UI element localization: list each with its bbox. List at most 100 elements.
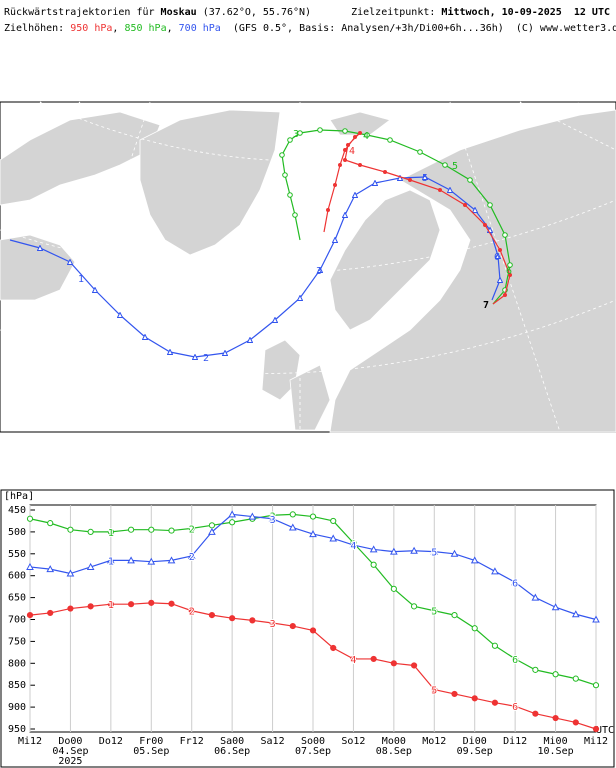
time-zone: UTC [596, 725, 614, 736]
day-label: 6 [512, 702, 518, 713]
x-tick-label: Fr00 [139, 736, 163, 747]
map-day-label: 1 [78, 274, 84, 285]
x-tick-label: Mi12 [18, 736, 42, 747]
point [289, 622, 296, 630]
point [330, 517, 337, 525]
chart-frame [0, 489, 615, 768]
point [248, 512, 257, 520]
point [592, 615, 600, 623]
x-tick-label: Mo12 [422, 736, 446, 747]
y-tick-label: 700 [8, 615, 26, 626]
point [491, 642, 499, 649]
point [390, 585, 397, 592]
point [329, 534, 338, 542]
point [229, 615, 236, 622]
day-label: 5 [431, 686, 437, 697]
y-tick-label: 600 [8, 571, 26, 582]
point [87, 528, 94, 536]
map-day-label: 4 [349, 146, 355, 157]
map-day-label: 4 [363, 131, 369, 142]
point [571, 610, 580, 618]
point [390, 547, 398, 555]
point [107, 556, 115, 564]
point [168, 600, 175, 607]
point [410, 603, 418, 610]
point [268, 514, 277, 522]
y-tick-label: 500 [8, 527, 26, 538]
point [410, 662, 418, 669]
y-tick-label: 900 [8, 702, 26, 713]
point [229, 519, 236, 526]
point [330, 644, 337, 652]
date-label: 07.Sep [295, 746, 331, 757]
point [187, 551, 196, 559]
map-day-label: 5 [452, 161, 458, 172]
day-label: 1 [108, 556, 114, 567]
point [67, 526, 74, 533]
point [350, 655, 357, 663]
header: Rückwärtstrajektorien für Moskau (37.62°… [4, 6, 616, 34]
point [67, 605, 74, 612]
point [551, 603, 560, 611]
y-tick-label: 650 [8, 593, 26, 604]
point [450, 549, 459, 557]
x-tick-label: Di00 [463, 736, 487, 747]
point [148, 599, 155, 606]
point [572, 675, 579, 682]
point [431, 607, 438, 614]
point [491, 567, 499, 575]
map: 7 [0, 101, 616, 433]
map-end-label: 7 [483, 300, 489, 311]
point [86, 562, 95, 570]
point [208, 612, 216, 619]
point [370, 655, 377, 663]
y-tick-label: 850 [8, 680, 26, 691]
point [26, 562, 34, 570]
point [309, 513, 317, 520]
point [532, 666, 539, 673]
point [511, 578, 519, 586]
x-tick-label: So00 [301, 736, 325, 747]
date-label: 04.Sep [52, 746, 88, 757]
point [168, 527, 175, 534]
date-label: 05.Sep [133, 746, 169, 757]
point [451, 690, 458, 698]
x-tick-label: So12 [341, 736, 365, 747]
y-tick-label: 450 [8, 505, 26, 516]
map-day-label: 2 [203, 353, 209, 364]
point [228, 510, 236, 518]
point [87, 603, 94, 610]
date-label: 09.Sep [457, 746, 493, 757]
point [249, 617, 256, 624]
point [470, 556, 479, 564]
point [127, 526, 135, 533]
point [370, 561, 377, 568]
day-label: 1 [108, 528, 114, 539]
levels: Zielhöhen: 950 hPa, 850 hPa, 700 hPa (GF… [4, 23, 616, 34]
year-label: 2025 [58, 756, 82, 767]
point [47, 520, 54, 527]
point [208, 522, 216, 529]
point [592, 682, 600, 689]
day-label: 1 [108, 600, 114, 611]
point [431, 686, 438, 693]
point [148, 526, 155, 533]
x-tick-label: Sa00 [220, 736, 244, 747]
point [592, 725, 600, 733]
point [390, 660, 397, 667]
map-day-label: 6 [494, 252, 500, 263]
y-tick-label: 950 [8, 724, 26, 735]
point [491, 699, 499, 706]
day-label: 4 [350, 541, 356, 552]
day-label: 5 [431, 607, 437, 618]
x-tick-label: Sa12 [261, 736, 285, 747]
point [289, 511, 296, 518]
point [127, 556, 135, 564]
point [309, 627, 317, 634]
point [26, 515, 34, 522]
point [66, 569, 75, 577]
date-label: 08.Sep [376, 746, 412, 757]
point [532, 710, 539, 717]
point [288, 523, 297, 531]
point [127, 601, 135, 608]
